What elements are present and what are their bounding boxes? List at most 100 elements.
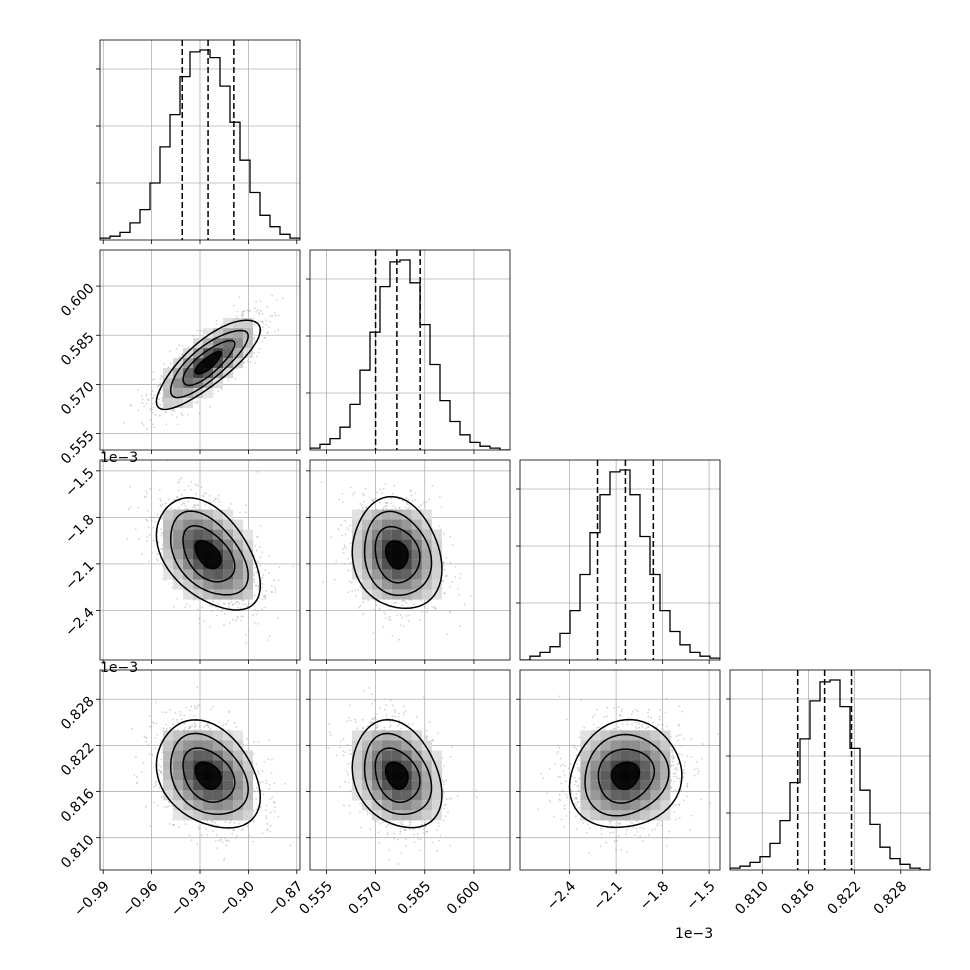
density-cell	[351, 750, 362, 761]
density-cell	[391, 519, 402, 530]
density-cell	[660, 750, 671, 761]
density-cell	[233, 810, 244, 821]
x-tick-label: −2.4	[544, 878, 579, 913]
density-cell	[421, 770, 432, 781]
density-cell	[600, 780, 611, 791]
y-tick-label: 0.600	[58, 280, 98, 320]
density-cell	[401, 730, 412, 741]
density-cell	[183, 750, 194, 761]
density-cell	[431, 589, 442, 600]
density-cell	[660, 730, 671, 741]
density-cell	[620, 800, 631, 811]
density-cell	[243, 800, 254, 811]
contour-level-3	[584, 733, 670, 817]
density-cell	[203, 348, 214, 359]
contour-level-1	[194, 350, 222, 375]
density-cell	[243, 559, 254, 570]
density-cell	[223, 730, 234, 741]
density-cell	[173, 760, 184, 771]
density-cell	[351, 770, 362, 781]
density-cell	[213, 529, 224, 540]
density-cell	[580, 750, 591, 761]
density-cell	[223, 539, 234, 550]
hist-panel-2	[516, 459, 721, 664]
density-cell	[351, 559, 362, 570]
contour-level-3	[169, 732, 249, 815]
density-cell	[381, 780, 392, 791]
contour-level-1	[384, 761, 409, 791]
density-cell	[381, 519, 392, 530]
x-tick-label: −0.93	[168, 878, 210, 920]
density-cell	[193, 529, 204, 540]
density-cell	[421, 750, 432, 761]
density-cell	[411, 589, 422, 600]
density-cell	[431, 529, 442, 540]
y-tick-label: 0.816	[58, 786, 98, 826]
y-offset-label: 1e−3	[100, 660, 138, 676]
density-cell	[650, 780, 661, 791]
panel-frame	[99, 669, 301, 871]
density-cell	[411, 740, 422, 751]
density-cell	[163, 760, 174, 771]
scatter-panel-3-2: −2.4 −2.1 −1.8 −1.5	[516, 669, 721, 914]
density-cell	[351, 730, 362, 741]
density-cell	[213, 730, 224, 741]
density-cell	[411, 770, 422, 781]
hist-panel-0	[96, 39, 301, 244]
density-cell	[213, 790, 224, 801]
density-cell	[213, 509, 224, 520]
density-cell	[223, 569, 234, 580]
density-cell	[381, 750, 392, 761]
x-tick-label: −0.96	[120, 878, 162, 920]
density-cell	[163, 740, 174, 751]
y-tick-label: −1.5	[62, 465, 97, 500]
density-cell	[431, 790, 442, 801]
density-cell	[351, 780, 362, 791]
density-cell	[213, 740, 224, 751]
histogram-0	[100, 49, 300, 240]
density-cell	[233, 559, 244, 570]
density-cell	[243, 318, 254, 329]
density-cell	[223, 338, 234, 349]
density-cell	[421, 559, 432, 570]
density-cell	[401, 539, 412, 550]
density-cell	[193, 579, 204, 590]
panel-frame	[309, 249, 511, 451]
density-cell	[361, 509, 372, 520]
density-cell	[371, 740, 382, 751]
density-cell	[371, 529, 382, 540]
density-cell	[163, 549, 174, 560]
density-cell	[243, 579, 254, 590]
density-cell	[203, 800, 214, 811]
density-cell	[163, 539, 174, 550]
density-cell	[183, 378, 194, 389]
scatter-panel-2-0: −2.4 −2.1 −1.8 −1.5 1e−3	[62, 459, 301, 676]
density-cell	[183, 770, 194, 781]
density-cell	[173, 378, 184, 389]
density-cell	[620, 750, 631, 761]
contour-level-1	[384, 540, 409, 570]
density-cell	[590, 750, 601, 761]
density-cell	[173, 730, 184, 741]
y-tick-label: −2.4	[62, 605, 97, 640]
density-cell	[381, 790, 392, 801]
density-cell	[233, 519, 244, 530]
density-cell	[580, 760, 591, 771]
density-cell	[233, 348, 244, 359]
contour-level-3	[363, 510, 433, 597]
contour-level-4	[568, 718, 683, 829]
density-cell	[183, 348, 194, 359]
density-cell	[183, 760, 194, 771]
density-cell	[401, 579, 412, 590]
density-cell	[401, 790, 412, 801]
density-cell	[660, 790, 671, 801]
density-cell	[193, 509, 204, 520]
density-cell	[371, 589, 382, 600]
density-cell	[431, 579, 442, 590]
contour-level-3	[169, 510, 249, 596]
density-cell	[401, 519, 412, 530]
density-cell	[411, 800, 422, 811]
density-cell	[163, 388, 174, 399]
x-tick-label: 0.570	[346, 878, 386, 918]
histogram-2	[520, 469, 720, 660]
